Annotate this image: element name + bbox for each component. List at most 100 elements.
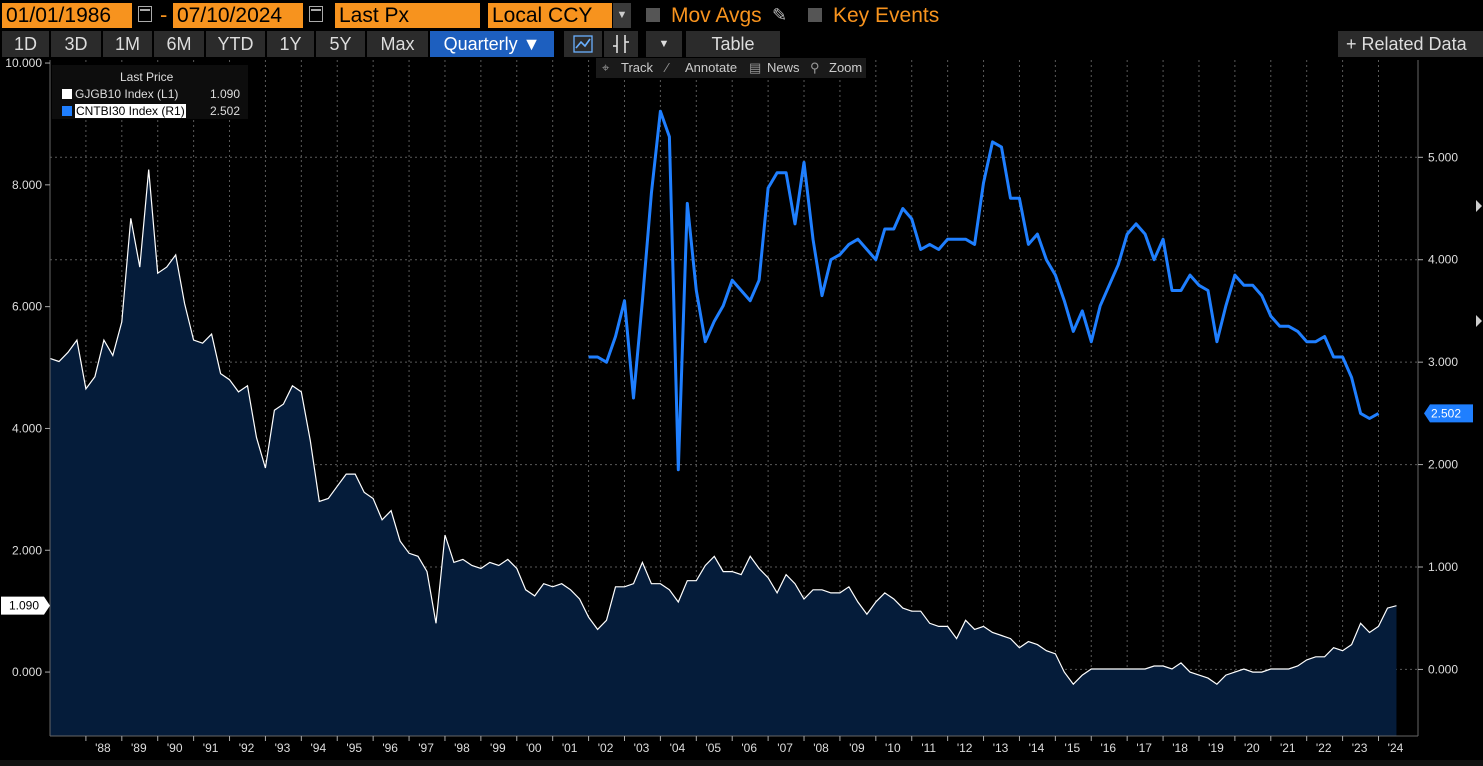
mov-avgs-label[interactable]: Mov Avgs [671, 4, 762, 27]
range-max-button[interactable]: Max [367, 31, 428, 57]
x-tick-label: '18 [1172, 741, 1188, 755]
x-tick-label: '06 [741, 741, 757, 755]
legend-entry-right[interactable]: CNTBI30 Index (R1) [62, 104, 186, 118]
legend-label: CNTBI30 Index (R1) [75, 104, 186, 118]
field-select[interactable]: Last Px [335, 3, 480, 28]
legend-value: 2.502 [210, 104, 241, 118]
left-tick-label: 8.000 [12, 178, 42, 192]
range-1y-button[interactable]: 1Y [267, 31, 314, 57]
x-tick-label: '94 [311, 741, 327, 755]
right-tick-label: 3.000 [1428, 355, 1458, 369]
left-tick-label: 10.000 [5, 58, 42, 70]
x-tick-label: '15 [1065, 741, 1081, 755]
x-tick-label: '91 [203, 741, 219, 755]
news-tool[interactable]: News [767, 60, 800, 75]
key-events-checkbox[interactable] [808, 8, 822, 22]
x-tick-label: '93 [275, 741, 291, 755]
range-ytd-button[interactable]: YTD [206, 31, 265, 57]
last-value-marker-right [1424, 404, 1473, 423]
x-tick-label: '96 [382, 741, 398, 755]
x-tick-label: '17 [1136, 741, 1152, 755]
dual-axis-line-chart[interactable]: 0.000 2.000 4.000 6.000 8.000 10.000 0.000 1.00… [0, 58, 1483, 760]
last-value-label-left: 1.090 [9, 599, 39, 613]
crosshair-icon[interactable]: ⌖ [602, 60, 610, 75]
right-tick-label: 5.000 [1428, 150, 1458, 164]
legend-title: Last Price [120, 70, 174, 84]
range-1m-button[interactable]: 1M [103, 31, 152, 57]
range-1d-button[interactable]: 1D [2, 31, 49, 57]
news-icon[interactable]: ▤ [749, 60, 762, 75]
legend-entry-left[interactable]: GJGB10 Index (L1) [62, 87, 178, 101]
zoom-tool[interactable]: Zoom [829, 60, 863, 75]
chevron-down-icon[interactable]: ▼ [646, 31, 682, 57]
x-tick-label: '23 [1352, 741, 1368, 755]
left-tick-label: 2.000 [12, 543, 42, 557]
left-tick-label: 4.000 [12, 421, 42, 435]
magnifier-icon[interactable]: ⚲ [810, 60, 820, 75]
currency-select[interactable]: Local CCY [488, 3, 612, 28]
legend-label: GJGB10 Index (L1) [75, 87, 179, 101]
x-tick-label: '07 [777, 741, 793, 755]
x-tick-label: '24 [1388, 741, 1404, 755]
right-tick-label: 4.000 [1428, 253, 1458, 267]
series-area-fill [50, 169, 1397, 737]
x-tick-label: '97 [418, 741, 434, 755]
legend-swatch [62, 106, 72, 116]
calendar-icon[interactable] [138, 6, 152, 22]
series-line-gjgb10 [49, 169, 1397, 686]
top-toolbar: 01/01/1986 - 07/10/2024 Last Px Local CC… [0, 0, 1483, 30]
x-tick-label: '20 [1244, 741, 1260, 755]
right-tick-label: 1.000 [1428, 560, 1458, 574]
range-3d-button[interactable]: 3D [51, 31, 101, 57]
mov-avgs-checkbox[interactable] [646, 8, 660, 22]
right-tick-label: 0.000 [1428, 662, 1458, 676]
x-tick-label: '02 [598, 741, 614, 755]
x-tick-label: '92 [239, 741, 255, 755]
bar-type-icon[interactable] [604, 31, 638, 57]
x-tick-label: '98 [454, 741, 470, 755]
track-tool[interactable]: Track [621, 60, 654, 75]
key-events-label[interactable]: Key Events [833, 4, 940, 27]
x-tick-label: '14 [1029, 741, 1045, 755]
related-data-button[interactable]: + Related Data [1338, 31, 1483, 57]
pencil-icon[interactable]: ✎ [772, 5, 788, 25]
table-button[interactable]: Table [686, 31, 780, 57]
x-tick-label: '10 [885, 741, 901, 755]
legend-value: 1.090 [210, 87, 241, 101]
x-tick-label: '00 [526, 741, 542, 755]
x-tick-label: '22 [1316, 741, 1332, 755]
line-chart-icon[interactable] [564, 31, 602, 57]
bottom-border [0, 760, 1483, 766]
chart-subtoolbar: ⌖ Track ⁄ Annotate ▤ News ⚲ Zoom [596, 58, 866, 78]
start-date-input[interactable]: 01/01/1986 [2, 3, 132, 28]
x-tick-label: '01 [562, 741, 578, 755]
x-tick-label: '19 [1208, 741, 1224, 755]
x-tick-label: '21 [1280, 741, 1296, 755]
series-line-cntbi30 [588, 109, 1380, 472]
x-tick-label: '99 [490, 741, 506, 755]
x-tick-label: '05 [705, 741, 721, 755]
chart-legend: Last Price GJGB10 Index (L1) 1.090 CNTBI… [52, 65, 248, 119]
chevron-down-icon[interactable]: ▼ [613, 3, 631, 28]
x-tick-label: '09 [849, 741, 865, 755]
legend-swatch [62, 89, 72, 99]
frequency-select[interactable]: Quarterly ▼ [430, 31, 554, 57]
x-tick-label: '90 [167, 741, 183, 755]
range-6m-button[interactable]: 6M [154, 31, 204, 57]
x-tick-label: '08 [813, 741, 829, 755]
right-tick-label: 2.000 [1428, 458, 1458, 472]
x-tick-label: '95 [346, 741, 362, 755]
end-date-input[interactable]: 07/10/2024 [173, 3, 303, 28]
x-tick-label: '13 [993, 741, 1009, 755]
date-separator: - [160, 2, 168, 27]
x-tick-label: '11 [921, 741, 936, 755]
annotate-tool[interactable]: Annotate [685, 60, 738, 75]
pencil-icon[interactable]: ⁄ [666, 60, 669, 75]
x-tick-label: '89 [131, 741, 147, 755]
left-tick-label: 0.000 [12, 665, 42, 679]
last-value-marker-left [1, 596, 50, 615]
range-5y-button[interactable]: 5Y [316, 31, 365, 57]
scroll-arrow-icon [1476, 315, 1482, 327]
x-tick-label: '16 [1100, 741, 1116, 755]
calendar-icon[interactable] [309, 6, 323, 22]
